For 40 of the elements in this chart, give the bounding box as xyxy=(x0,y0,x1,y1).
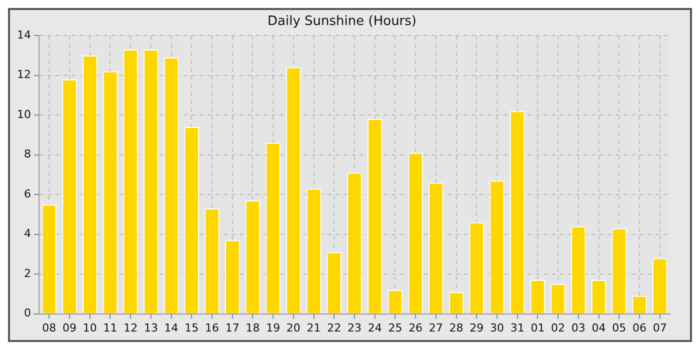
x-tick-label: 24 xyxy=(368,321,382,334)
x-tick-label: 30 xyxy=(490,321,504,334)
x-tick-label: 26 xyxy=(408,321,423,334)
y-tick-label: 6 xyxy=(24,187,31,200)
x-tick-label: 08 xyxy=(42,321,56,334)
x-tick-label: 03 xyxy=(571,321,586,334)
y-tick-label: 8 xyxy=(24,148,31,161)
y-tick-label: 14 xyxy=(16,28,31,42)
x-tick-label: 11 xyxy=(103,321,118,334)
x-tick-label: 12 xyxy=(124,321,138,334)
x-tick-label: 01 xyxy=(530,321,545,334)
x-tick-label: 27 xyxy=(428,321,443,334)
x-tick-label: 09 xyxy=(62,321,77,334)
y-tick-label: 4 xyxy=(24,227,31,240)
x-tick-label: 23 xyxy=(348,321,362,334)
x-tick-label: 17 xyxy=(225,321,240,334)
x-tick-label: 29 xyxy=(470,321,484,334)
x-tick-label: 16 xyxy=(205,321,220,334)
x-tick-label: 20 xyxy=(286,321,300,334)
x-tick-label: 22 xyxy=(327,321,342,334)
y-tick-label: 10 xyxy=(16,108,31,121)
x-tick-label: 31 xyxy=(510,321,524,334)
x-tick-label: 21 xyxy=(306,321,321,334)
x-tick-label: 19 xyxy=(266,321,280,334)
y-tick-label: 0 xyxy=(24,306,31,320)
y-tick-label: 2 xyxy=(24,266,31,280)
x-tick-label: 25 xyxy=(388,321,402,334)
x-tick-label: 04 xyxy=(592,321,606,334)
x-tick-label: 05 xyxy=(612,321,626,334)
x-tick-label: 02 xyxy=(551,321,566,334)
x-tick-label: 10 xyxy=(82,321,97,334)
x-tick-label: 07 xyxy=(652,321,667,334)
x-tick-label: 18 xyxy=(246,321,260,334)
y-tick-label: 12 xyxy=(16,68,31,82)
chart-title: Daily Sunshine (Hours) xyxy=(268,14,416,30)
x-tick-label: 15 xyxy=(184,321,199,334)
x-tick-label: 13 xyxy=(144,321,158,334)
x-tick-label: 14 xyxy=(164,321,178,334)
x-tick-label: 06 xyxy=(632,321,646,334)
x-tick-label: 28 xyxy=(449,321,464,334)
